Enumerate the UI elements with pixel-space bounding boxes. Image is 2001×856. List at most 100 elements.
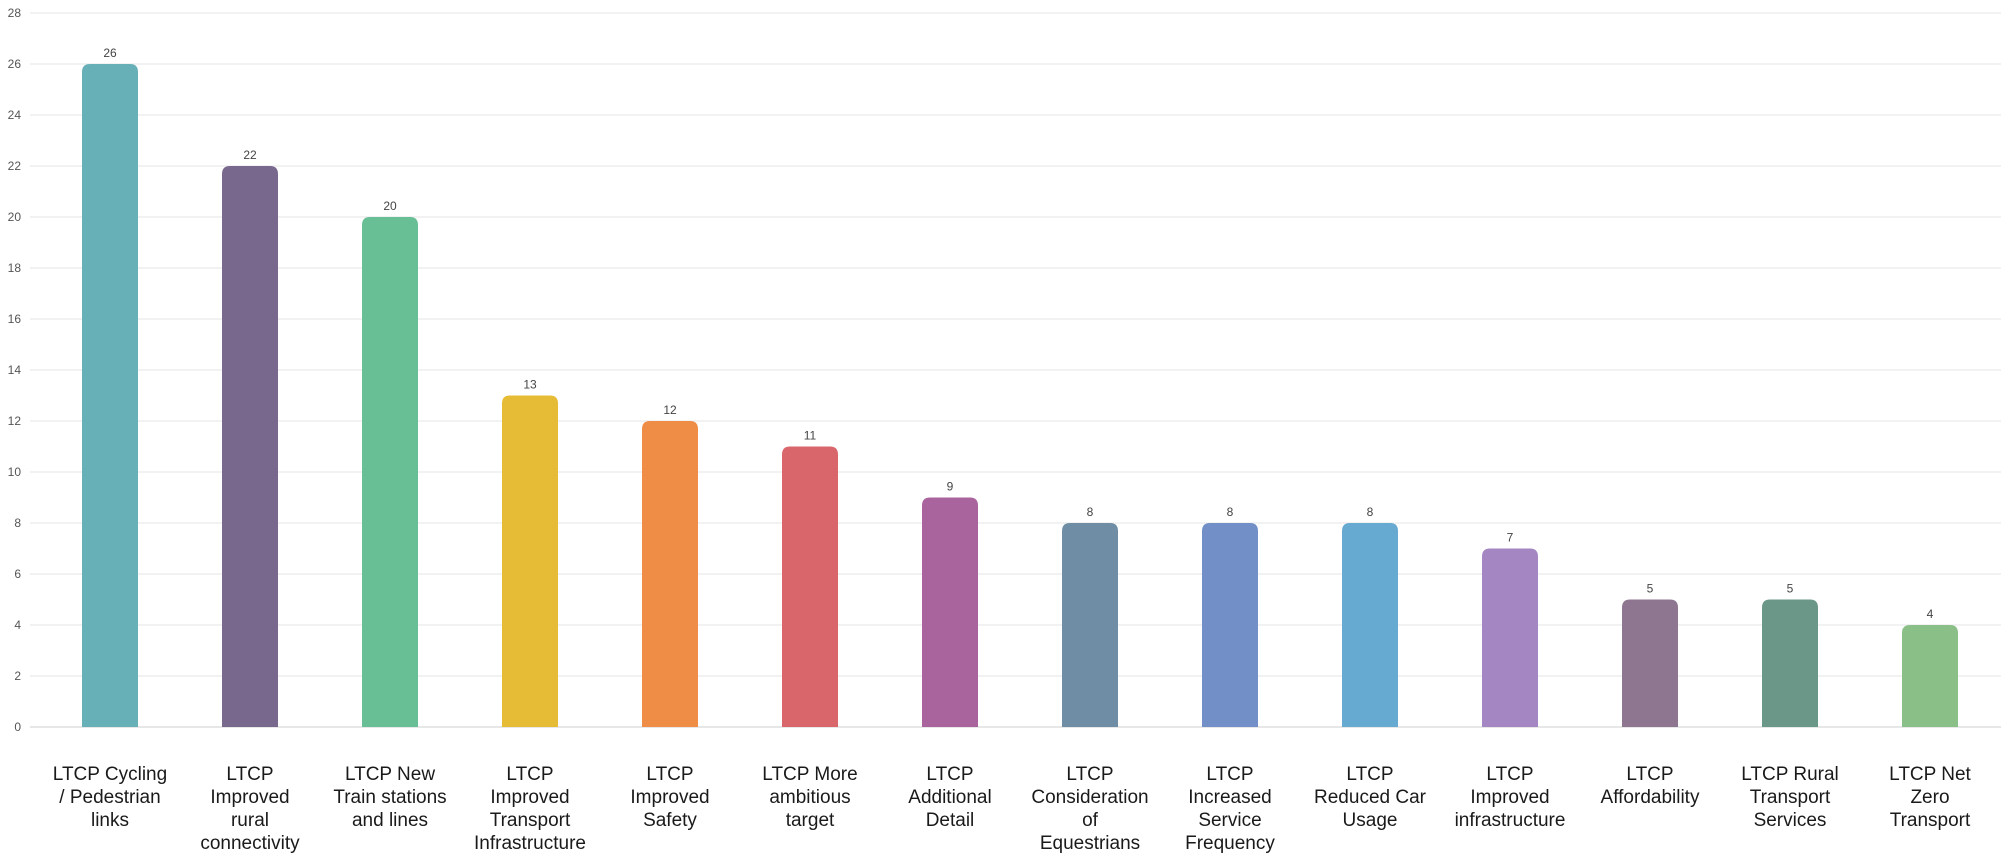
bar <box>1062 523 1118 727</box>
x-tick-label-line: Improved <box>210 787 289 808</box>
x-tick-label-line: rural <box>231 810 269 831</box>
x-tick-label-line: connectivity <box>200 833 300 854</box>
x-tick-label-line: LTCP <box>506 764 553 785</box>
y-tick-label: 12 <box>8 414 22 428</box>
x-tick-label-line: links <box>91 810 129 831</box>
data-label: 8 <box>1367 505 1374 519</box>
x-tick-label-line: LTCP <box>1626 764 1673 785</box>
x-tick-label-line: Services <box>1754 810 1827 831</box>
bar <box>362 217 418 727</box>
x-tick-label-line: LTCP New <box>345 764 435 785</box>
y-tick-label: 24 <box>8 108 22 122</box>
x-tick-label-line: Usage <box>1343 810 1398 831</box>
y-tick-label: 6 <box>14 567 21 581</box>
x-tick-label-line: Train stations <box>333 787 446 808</box>
x-tick-label-line: Detail <box>926 810 975 831</box>
data-label: 7 <box>1507 531 1514 545</box>
data-label: 22 <box>243 148 257 162</box>
data-label: 12 <box>663 403 677 417</box>
bars <box>82 64 1958 727</box>
x-tick-label-line: LTCP <box>646 764 693 785</box>
gridlines <box>30 12 2001 728</box>
x-tick-label: LTCP Increased Service Frequency <box>1185 764 1275 854</box>
y-tick-label: 18 <box>8 261 22 275</box>
x-tick-label-line: Service <box>1198 810 1261 831</box>
x-tick-label-line: LTCP Net <box>1889 764 1971 785</box>
x-tick-label: LTCP Rural Transport Services <box>1741 764 1839 831</box>
x-tick-label-line: Infrastructure <box>474 833 586 854</box>
x-tick-label-line: Improved <box>1470 787 1549 808</box>
x-tick-label-line: LTCP More <box>762 764 857 785</box>
x-tick-label-line: Transport <box>1890 810 1971 831</box>
x-tick-label-line: target <box>786 810 835 831</box>
data-label: 9 <box>947 480 954 494</box>
x-tick-label: LTCP Affordability <box>1601 764 1700 808</box>
bar <box>1902 625 1958 727</box>
x-tick-label-line: LTCP Rural <box>1741 764 1839 785</box>
x-tick-label-line: infrastructure <box>1455 810 1566 831</box>
y-tick-label: 28 <box>8 6 22 20</box>
y-tick-label: 0 <box>14 720 21 734</box>
x-tick-label: LTCP More ambitious target <box>762 764 857 831</box>
y-tick-label: 10 <box>8 465 22 479</box>
x-tick-label-line: Consideration <box>1031 787 1148 808</box>
x-tick-label: LTCP New Train stations and lines <box>333 764 446 831</box>
x-tick-label: LTCP Improved Safety <box>630 764 709 831</box>
x-tick-label-line: Improved <box>630 787 709 808</box>
y-tick-label: 22 <box>8 159 22 173</box>
data-label: 11 <box>804 429 817 443</box>
x-tick-label-line: Reduced Car <box>1314 787 1427 808</box>
y-tick-label: 16 <box>8 312 22 326</box>
bar <box>782 446 838 727</box>
x-tick-label-line: / Pedestrian <box>59 787 160 808</box>
data-label: 4 <box>1927 607 1934 621</box>
bar <box>1482 548 1538 727</box>
data-label: 8 <box>1087 505 1094 519</box>
x-tick-label: LTCP Net Zero Transport <box>1889 764 1971 831</box>
x-tick-label: LTCP Cycling / Pedestrian links <box>53 764 167 831</box>
bar <box>642 421 698 727</box>
x-tick-label-line: and lines <box>352 810 428 831</box>
data-labels: 26 22 20 13 12 11 9 8 8 8 7 5 5 4 <box>103 46 1933 621</box>
x-tick-label-line: Increased <box>1188 787 1271 808</box>
x-tick-label-line: of <box>1082 810 1099 831</box>
x-tick-label-line: Transport <box>490 810 571 831</box>
bar <box>1202 523 1258 727</box>
y-tick-label: 4 <box>14 618 21 632</box>
x-tick-label-line: LTCP <box>1486 764 1533 785</box>
data-label: 20 <box>383 199 397 213</box>
data-label: 5 <box>1787 582 1794 596</box>
x-tick-label-line: Additional <box>908 787 991 808</box>
x-tick-label-line: LTCP Cycling <box>53 764 167 785</box>
x-tick-label: LTCP Additional Detail <box>908 764 991 831</box>
bar <box>1342 523 1398 727</box>
x-tick-label-line: Zero <box>1910 787 1949 808</box>
x-tick-label-line: ambitious <box>769 787 850 808</box>
bar <box>1762 599 1818 727</box>
x-tick-label-line: LTCP <box>1346 764 1393 785</box>
bar <box>222 166 278 727</box>
bar <box>1622 599 1678 727</box>
x-tick-label-line: LTCP <box>1206 764 1253 785</box>
x-tick-label-line: Transport <box>1750 787 1831 808</box>
x-tick-label: LTCP Consideration of Equestrians <box>1031 764 1148 854</box>
y-tick-label: 14 <box>8 363 22 377</box>
bar <box>82 64 138 727</box>
x-tick-label: LTCP Improved Transport Infrastructure <box>474 764 586 854</box>
y-tick-label: 20 <box>8 210 22 224</box>
x-tick-label-line: Equestrians <box>1040 833 1140 854</box>
x-tick-label-line: LTCP <box>926 764 973 785</box>
x-tick-label-line: LTCP <box>226 764 273 785</box>
bar <box>502 395 558 727</box>
x-tick-label-line: Improved <box>490 787 569 808</box>
data-label: 13 <box>523 378 537 392</box>
bar <box>922 497 978 727</box>
data-label: 8 <box>1227 505 1234 519</box>
x-tick-label: LTCP Reduced Car Usage <box>1314 764 1427 831</box>
x-tick-label-line: Safety <box>643 810 697 831</box>
x-tick-label-line: Affordability <box>1601 787 1700 808</box>
x-tick-label: LTCP Improved infrastructure <box>1455 764 1566 831</box>
